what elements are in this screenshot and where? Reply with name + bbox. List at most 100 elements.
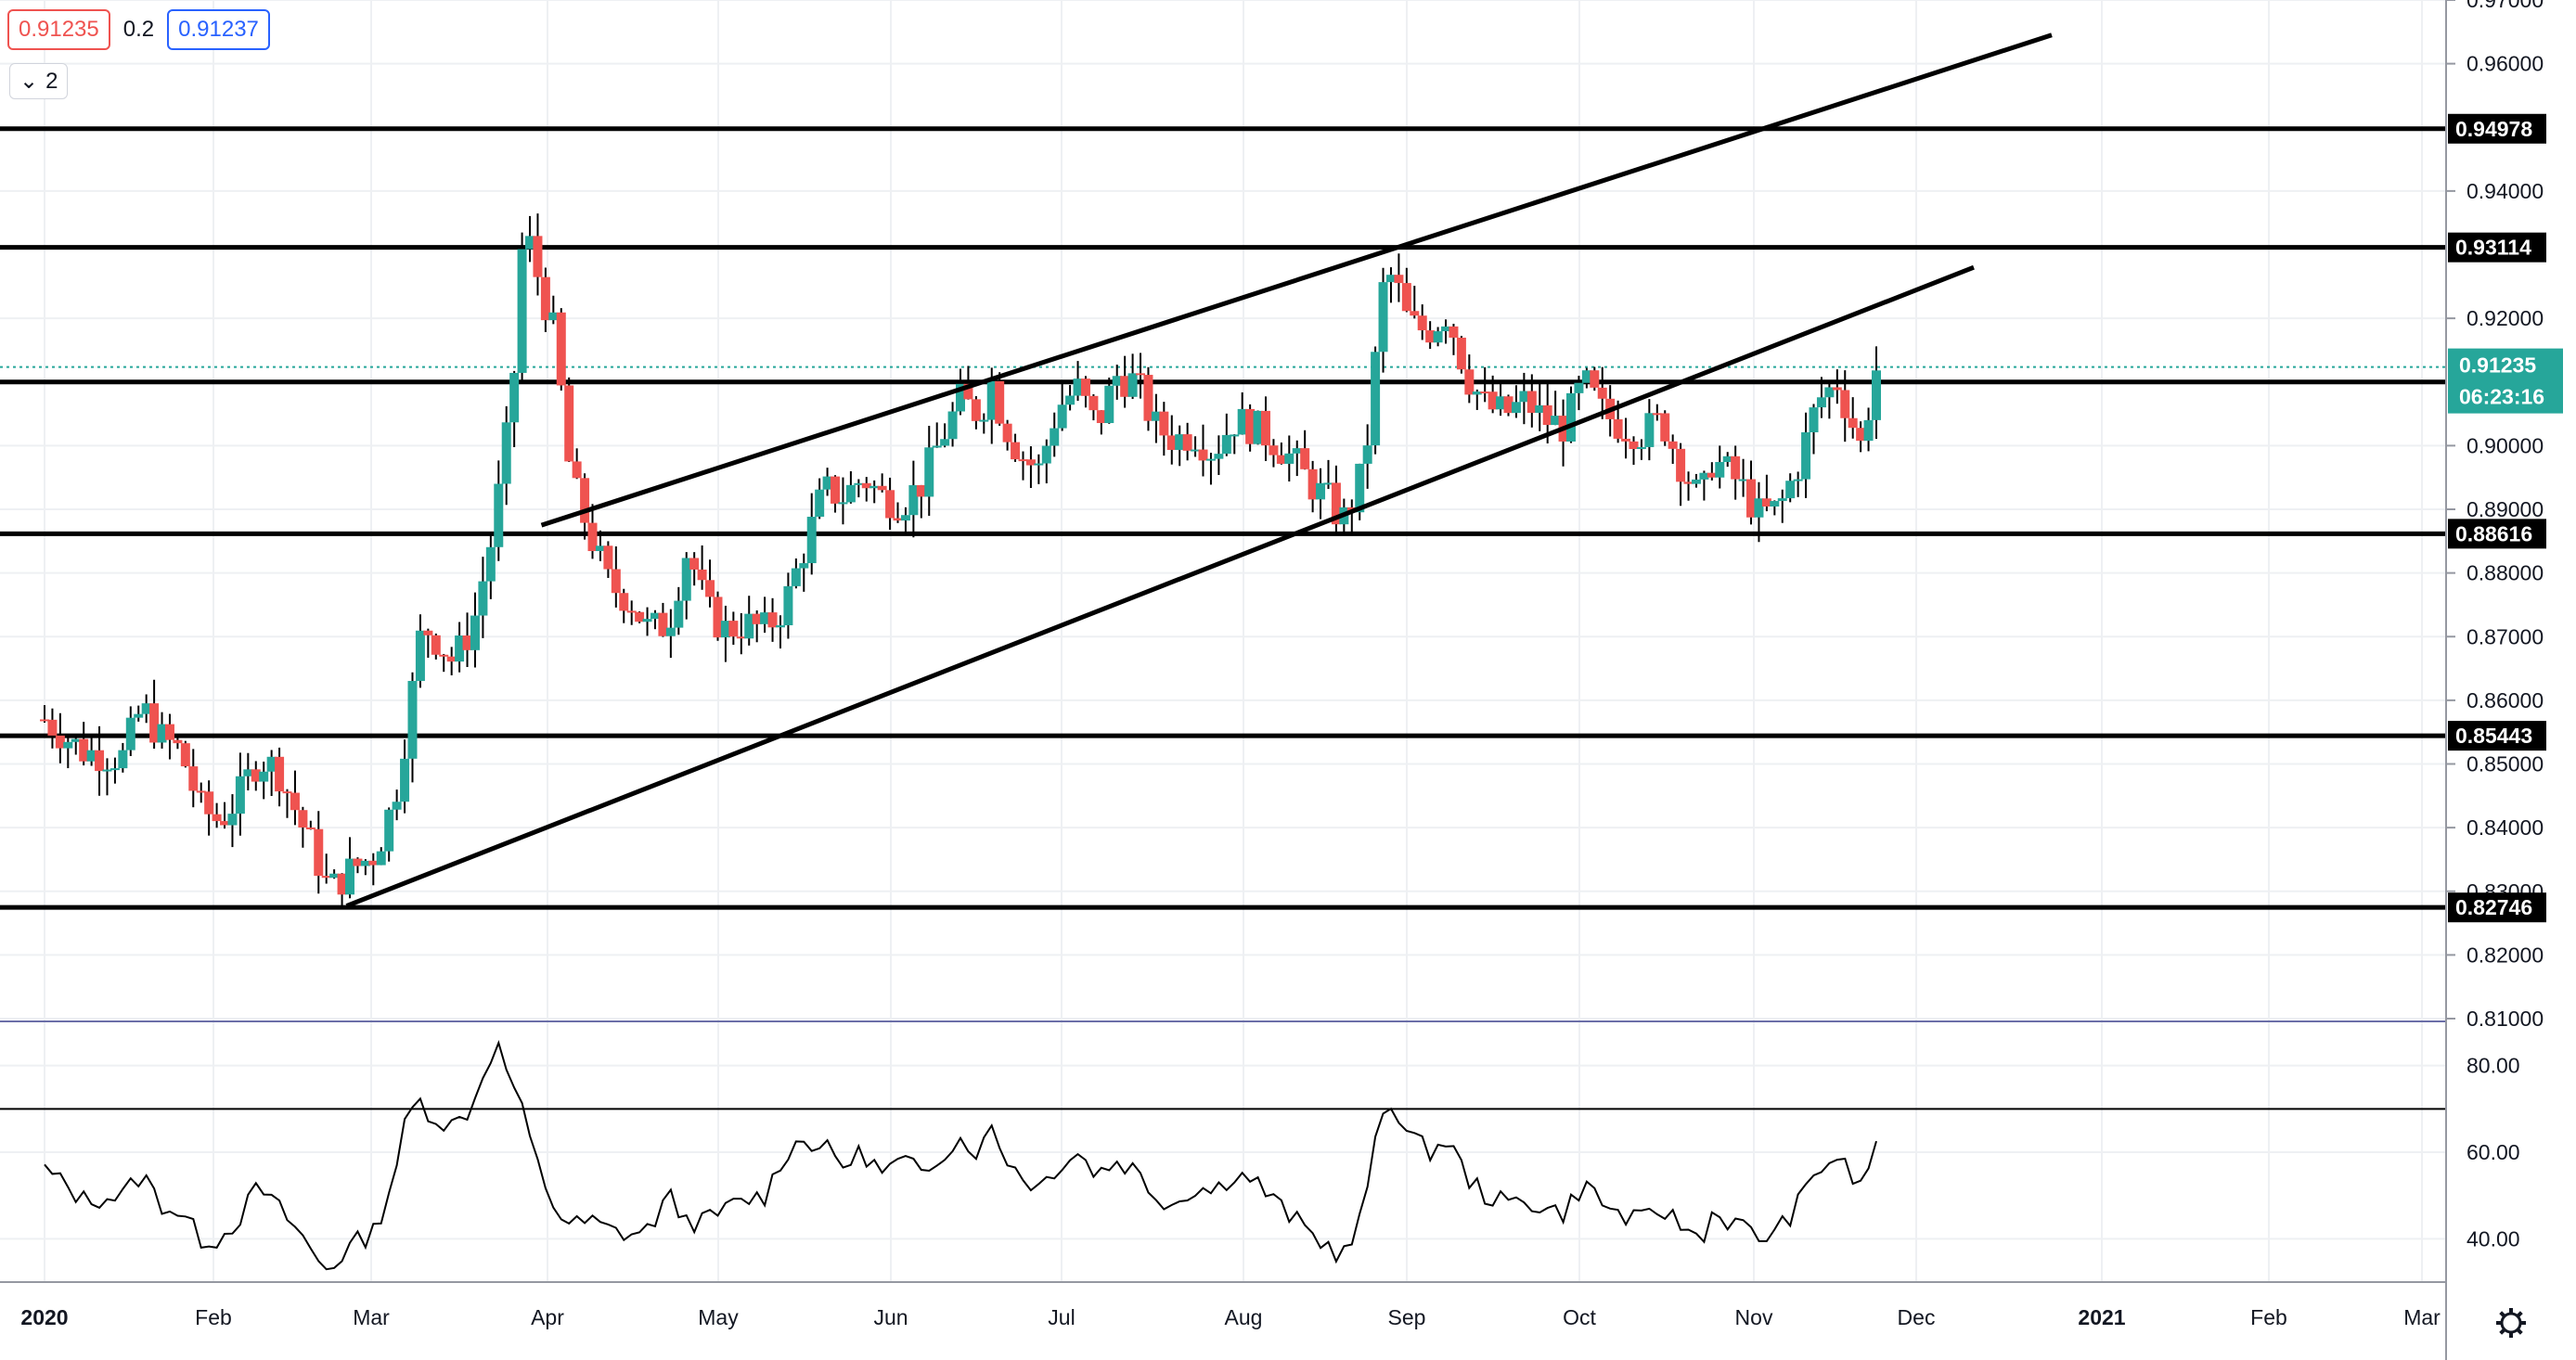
indicators-toggle-button[interactable]: ⌄ 2 <box>9 63 69 99</box>
candle-body <box>1731 455 1741 480</box>
candle-body <box>141 703 151 714</box>
candle-body <box>1159 411 1169 436</box>
candle-body <box>290 792 300 811</box>
candle-body <box>79 738 89 762</box>
candle-body <box>1464 369 1475 395</box>
candle-body <box>1269 445 1279 455</box>
candle-body <box>1417 315 1427 331</box>
candle-body <box>1080 378 1090 396</box>
candle-body <box>619 593 629 611</box>
candle-body <box>1034 463 1044 466</box>
candle-body <box>478 581 488 616</box>
candle-body <box>1511 402 1521 414</box>
level-badge <box>2448 232 2546 263</box>
candle-body <box>134 713 144 718</box>
candle-body <box>1401 283 1411 312</box>
candle-body <box>55 735 65 749</box>
candle-body <box>1636 446 1646 450</box>
candle-body <box>1746 479 1757 518</box>
candle-body <box>1307 468 1318 500</box>
candle-body <box>1777 498 1787 502</box>
candle-body <box>1652 413 1662 416</box>
price-tick-label: 0.87000 <box>2467 624 2544 648</box>
rsi-tick-label: 80.00 <box>2467 1054 2520 1078</box>
channel-trendline[interactable] <box>345 264 1975 908</box>
horizontal-levels[interactable] <box>0 126 2446 910</box>
candle-body <box>556 312 566 386</box>
candle-body <box>689 558 700 570</box>
price-tick-label: 0.89000 <box>2467 497 2544 521</box>
candle-body <box>95 750 105 772</box>
price-tick-label: 0.96000 <box>2467 52 2544 76</box>
candle-body <box>431 635 441 655</box>
gear-icon[interactable] <box>2496 1308 2526 1338</box>
candle-body <box>1629 441 1639 450</box>
chevron-down-icon: ⌄ <box>19 69 39 94</box>
candle-body <box>1385 275 1396 283</box>
candle-body <box>603 545 613 570</box>
candle-body <box>446 656 457 662</box>
candle-body <box>947 411 958 440</box>
candle-body <box>1096 410 1106 424</box>
candle-body <box>674 600 684 628</box>
candle-body <box>1488 391 1498 410</box>
candle-body <box>744 613 754 639</box>
time-tick-label: Feb <box>195 1305 232 1329</box>
candle-body <box>626 610 637 613</box>
candle-body <box>1683 481 1694 484</box>
candle-body <box>1065 395 1075 405</box>
candle-body <box>932 445 942 448</box>
candle-body <box>109 768 120 771</box>
candle-body <box>705 580 715 597</box>
candle-body <box>400 758 410 802</box>
candle-body <box>1166 435 1177 450</box>
price-tick-label: 0.86000 <box>2467 688 2544 712</box>
candle-body <box>314 828 324 877</box>
candle-body <box>908 484 919 516</box>
time-tick-label: 2021 <box>2078 1305 2125 1329</box>
candle-body <box>125 717 135 751</box>
candle-body <box>1456 337 1466 370</box>
ask-price[interactable]: 0.91237 <box>167 9 270 50</box>
candle-body <box>298 810 308 828</box>
candle-body <box>1276 455 1286 464</box>
price-tick-label: 0.90000 <box>2467 433 2544 457</box>
candle-body <box>1691 479 1701 484</box>
candle-body <box>1198 449 1208 461</box>
candle-body <box>1151 411 1161 421</box>
candle-body <box>1848 417 1858 429</box>
candle-body <box>1754 498 1764 518</box>
candle-body <box>494 483 504 547</box>
candle-body <box>235 776 245 815</box>
candle-body <box>1127 373 1138 397</box>
level-badge-label: 0.88616 <box>2455 521 2532 545</box>
bid-price[interactable]: 0.91235 <box>7 9 110 50</box>
level-badge-label: 0.94978 <box>2455 117 2532 141</box>
candle-body <box>1824 387 1835 398</box>
level-badge-label: 0.82746 <box>2455 895 2532 919</box>
candle-body <box>1025 459 1036 466</box>
candle-body <box>963 383 973 400</box>
candle-body <box>1801 431 1811 480</box>
price-tick-label: 0.81000 <box>2467 1007 2544 1031</box>
candle-body <box>1018 459 1028 462</box>
candle-body <box>40 719 49 722</box>
time-tick-label: Dec <box>1898 1305 1936 1329</box>
channel-trendlines[interactable] <box>345 32 2053 908</box>
channel-trendline[interactable] <box>540 32 2053 528</box>
candle-body <box>1621 438 1631 442</box>
candle-body <box>681 558 691 601</box>
level-badge <box>2448 721 2546 751</box>
time-tick-label: Mar <box>353 1305 390 1329</box>
time-tick-label: Oct <box>1563 1305 1596 1329</box>
candle-body <box>1644 413 1655 447</box>
candle-body <box>783 585 793 625</box>
candle-body <box>1378 282 1388 353</box>
candle-body <box>259 771 269 782</box>
gear-tooth <box>2499 1328 2505 1335</box>
candle-body <box>799 563 809 569</box>
candle-body <box>1597 387 1607 399</box>
candle-body <box>470 615 480 650</box>
